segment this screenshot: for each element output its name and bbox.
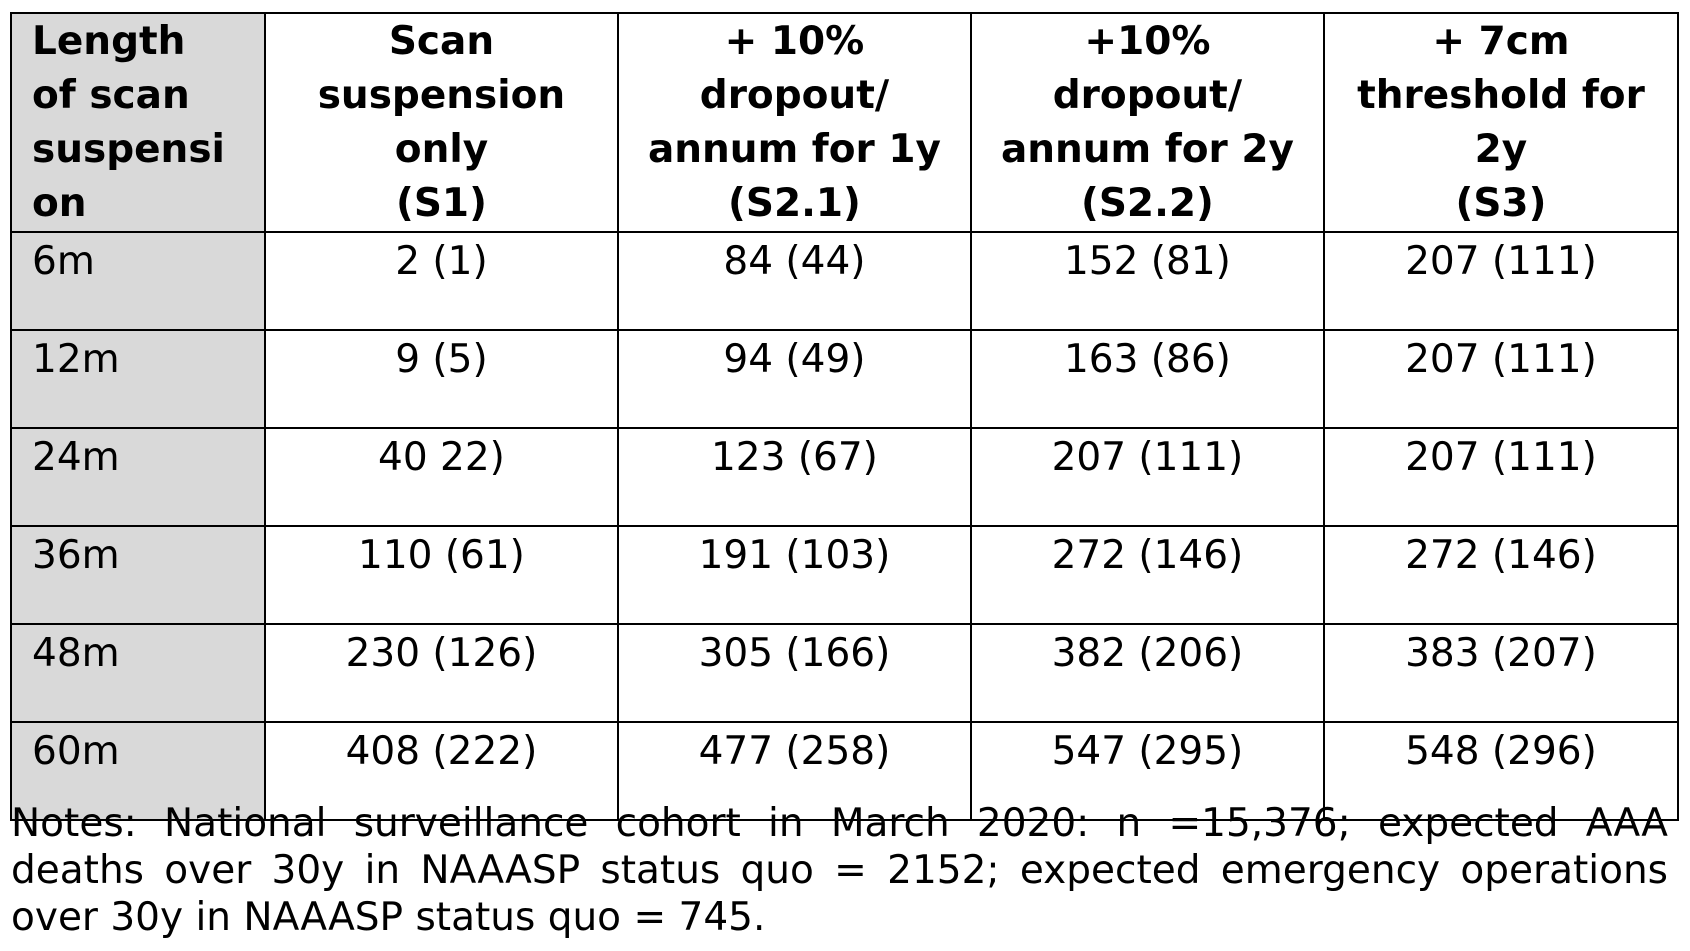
cell-s1: 2 (1) <box>263 231 619 331</box>
row-label: 6m <box>10 231 266 331</box>
cell-s2-1: 305 (166) <box>616 623 972 723</box>
table-row: 48m 230 (126) 305 (166) 382 (206) 383 (2… <box>10 623 1680 723</box>
cell-s2-2: 152 (81) <box>969 231 1325 331</box>
cell-s2-1: 84 (44) <box>616 231 972 331</box>
notes-line: deaths over 30y in NAAASP status quo = 2… <box>11 848 1668 893</box>
cell-s3: 207 (111) <box>1322 329 1680 429</box>
header-s1: Scan suspension only (S1) <box>263 12 619 233</box>
cell-s2-2: 547 (295) <box>969 721 1325 821</box>
header-s2-2: +10% dropout/annum for 2y (S2.2) <box>969 12 1325 233</box>
cell-s1: 408 (222) <box>263 721 619 821</box>
cell-s3: 207 (111) <box>1322 427 1680 527</box>
row-label: 24m <box>10 427 266 527</box>
header-length-of-suspension: Length of scan suspensi on <box>10 12 266 233</box>
cell-s2-1: 477 (258) <box>616 721 972 821</box>
row-label: 12m <box>10 329 266 429</box>
table-notes: Notes: National surveillance cohort in M… <box>11 800 1668 941</box>
header-s2-1: + 10% dropout/annum for 1y (S2.1) <box>616 12 972 233</box>
cell-s3: 383 (207) <box>1322 623 1680 723</box>
cell-s1: 40 22) <box>263 427 619 527</box>
cell-s2-2: 382 (206) <box>969 623 1325 723</box>
cell-s3: 207 (111) <box>1322 231 1680 331</box>
header-s3: + 7cm threshold for 2y (S3) <box>1322 12 1680 233</box>
cell-s1: 9 (5) <box>263 329 619 429</box>
results-table: Length of scan suspensi on Scan suspension on… <box>10 12 1680 821</box>
cell-s3: 272 (146) <box>1322 525 1680 625</box>
cell-s2-2: 163 (86) <box>969 329 1325 429</box>
cell-s2-2: 207 (111) <box>969 427 1325 527</box>
table-row: 24m 40 22) 123 (67) 207 (111) 207 (111) <box>10 427 1680 527</box>
notes-line: Notes: National surveillance cohort in M… <box>11 801 1668 846</box>
cell-s2-2: 272 (146) <box>969 525 1325 625</box>
row-label: 60m <box>10 721 266 821</box>
notes-line: over 30y in NAAASP status quo = 745. <box>11 895 766 940</box>
cell-s2-1: 94 (49) <box>616 329 972 429</box>
table-row: 6m 2 (1) 84 (44) 152 (81) 207 (111) <box>10 231 1680 331</box>
row-label: 36m <box>10 525 266 625</box>
table-row: 60m 408 (222) 477 (258) 547 (295) 548 (2… <box>10 721 1680 821</box>
cell-s1: 230 (126) <box>263 623 619 723</box>
row-label: 48m <box>10 623 266 723</box>
cell-s1: 110 (61) <box>263 525 619 625</box>
table-row: 36m 110 (61) 191 (103) 272 (146) 272 (14… <box>10 525 1680 625</box>
header-row: Length of scan suspensi on Scan suspension on… <box>10 12 1680 233</box>
table-row: 12m 9 (5) 94 (49) 163 (86) 207 (111) <box>10 329 1680 429</box>
cell-s2-1: 123 (67) <box>616 427 972 527</box>
cell-s3: 548 (296) <box>1322 721 1680 821</box>
cell-s2-1: 191 (103) <box>616 525 972 625</box>
